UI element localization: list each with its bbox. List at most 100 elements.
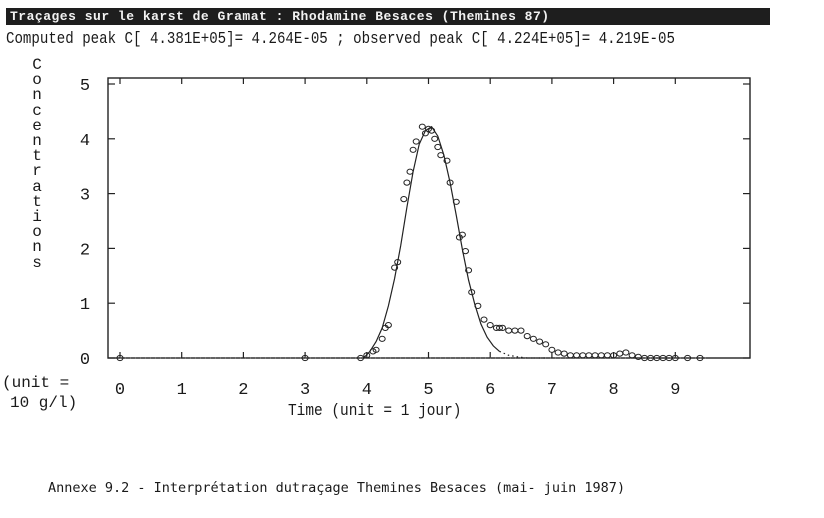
observed-point [529,335,537,342]
y-axis-label-letter: c [32,101,42,120]
observed-point [560,350,568,357]
y-axis-label-letter: n [32,238,42,257]
observed-point [486,322,494,329]
observed-point [434,143,442,151]
observed-point [622,349,630,356]
y-tick-label: 1 [80,296,90,315]
x-tick-label: 2 [238,381,248,400]
y-axis-label-letter: t [32,147,42,166]
plot-frame [107,77,751,359]
observed-point [684,354,692,362]
x-tick-label: 1 [177,381,187,400]
observed-point [554,349,562,356]
observed-point [573,352,581,359]
observed-point [517,327,525,334]
y-axis-label-letter: s [32,253,42,272]
observed-point [628,352,636,359]
observed-point [542,341,550,348]
observed-point [458,231,466,238]
tick-labels: 0 1 2 3 4 5 6 7 8 9 0 1 2 3 4 5 [80,77,681,400]
observed-point [468,289,476,296]
chart-plot: 0 1 2 3 4 5 6 7 8 9 0 1 2 3 4 5 [80,77,751,400]
computed-curve-line [363,125,500,359]
observed-point [548,346,556,353]
y-axis-label-letter: n [32,132,42,151]
x-tick-label: 8 [608,381,618,400]
observed-point [406,168,414,175]
observed-point [610,352,618,359]
observed-point [301,354,309,362]
chart-subtitle: Computed peak C[ 4.381E+05]= 4.264E-05 ;… [6,30,675,49]
chart-axes [107,77,751,359]
x-tick-label: 4 [362,381,372,400]
observed-point [671,354,679,362]
y-axis-unit-line1: (unit = [2,374,70,392]
observed-point [394,259,402,266]
x-tick-label: 0 [115,381,125,400]
y-tick-label: 3 [80,187,90,206]
x-tick-label: 6 [485,381,495,400]
observed-point [443,157,451,164]
x-axis-label: Time (unit = 1 jour) [288,402,462,421]
observed-point [480,316,488,323]
y-tick-label: 5 [80,77,90,96]
observed-point [428,127,436,134]
computed-curve [120,125,707,359]
observed-point [400,196,408,203]
observed-point [363,352,371,359]
observed-point [511,327,519,334]
observed-point [412,138,420,145]
observed-point [536,338,544,345]
y-tick-label: 0 [80,351,90,370]
observed-point [403,179,411,186]
observed-point [391,264,399,271]
y-axis-label-letter: i [32,208,42,227]
y-axis-label-letter: t [32,192,42,211]
observed-point [465,267,473,274]
observed-point [696,354,704,362]
y-axis-label-letter: r [32,162,42,181]
observed-point [616,350,624,357]
y-axis-label-letter: C [32,56,42,74]
y-axis-label-letter: o [32,71,42,90]
observed-point [452,198,460,205]
observed-point [437,152,445,159]
observed-point [523,333,531,340]
observed-point [597,352,605,359]
observed-point [421,130,429,137]
observed-point [446,179,454,186]
y-axis-label-letter: n [32,86,42,105]
observed-point [431,135,439,142]
observed-point [634,353,642,360]
observed-point [372,346,380,353]
y-axis-label-letter: e [32,116,42,135]
observed-point [585,352,593,359]
observed-point [591,352,599,359]
observed-point [474,302,482,309]
observed-point [505,327,513,334]
observed-points [116,123,704,362]
observed-point [384,322,392,329]
observed-point [496,324,503,331]
y-axis-unit-line2: 10 g/l) [10,394,78,412]
y-axis-label-letter: a [32,177,42,196]
computed-curve-dotted [499,350,546,359]
observed-point [579,352,587,359]
observed-point [357,354,365,362]
observed-point [418,123,426,130]
y-axis-label-letter: o [32,223,42,242]
chart-title: Traçages sur le karst de Gramat : Rhodam… [6,8,770,25]
x-tick-label: 3 [300,381,310,400]
observed-point [603,352,611,359]
observed-point [499,324,506,331]
x-tick-label: 5 [423,381,433,400]
observed-point [566,352,574,359]
observed-point [462,248,469,255]
observed-point [409,146,417,153]
y-tick-label: 4 [80,132,90,151]
figure-caption: Annexe 9.2 - Interprétation dutraçage Th… [48,480,626,496]
observed-point [116,354,124,362]
x-tick-label: 9 [670,381,680,400]
observed-point [378,335,386,342]
